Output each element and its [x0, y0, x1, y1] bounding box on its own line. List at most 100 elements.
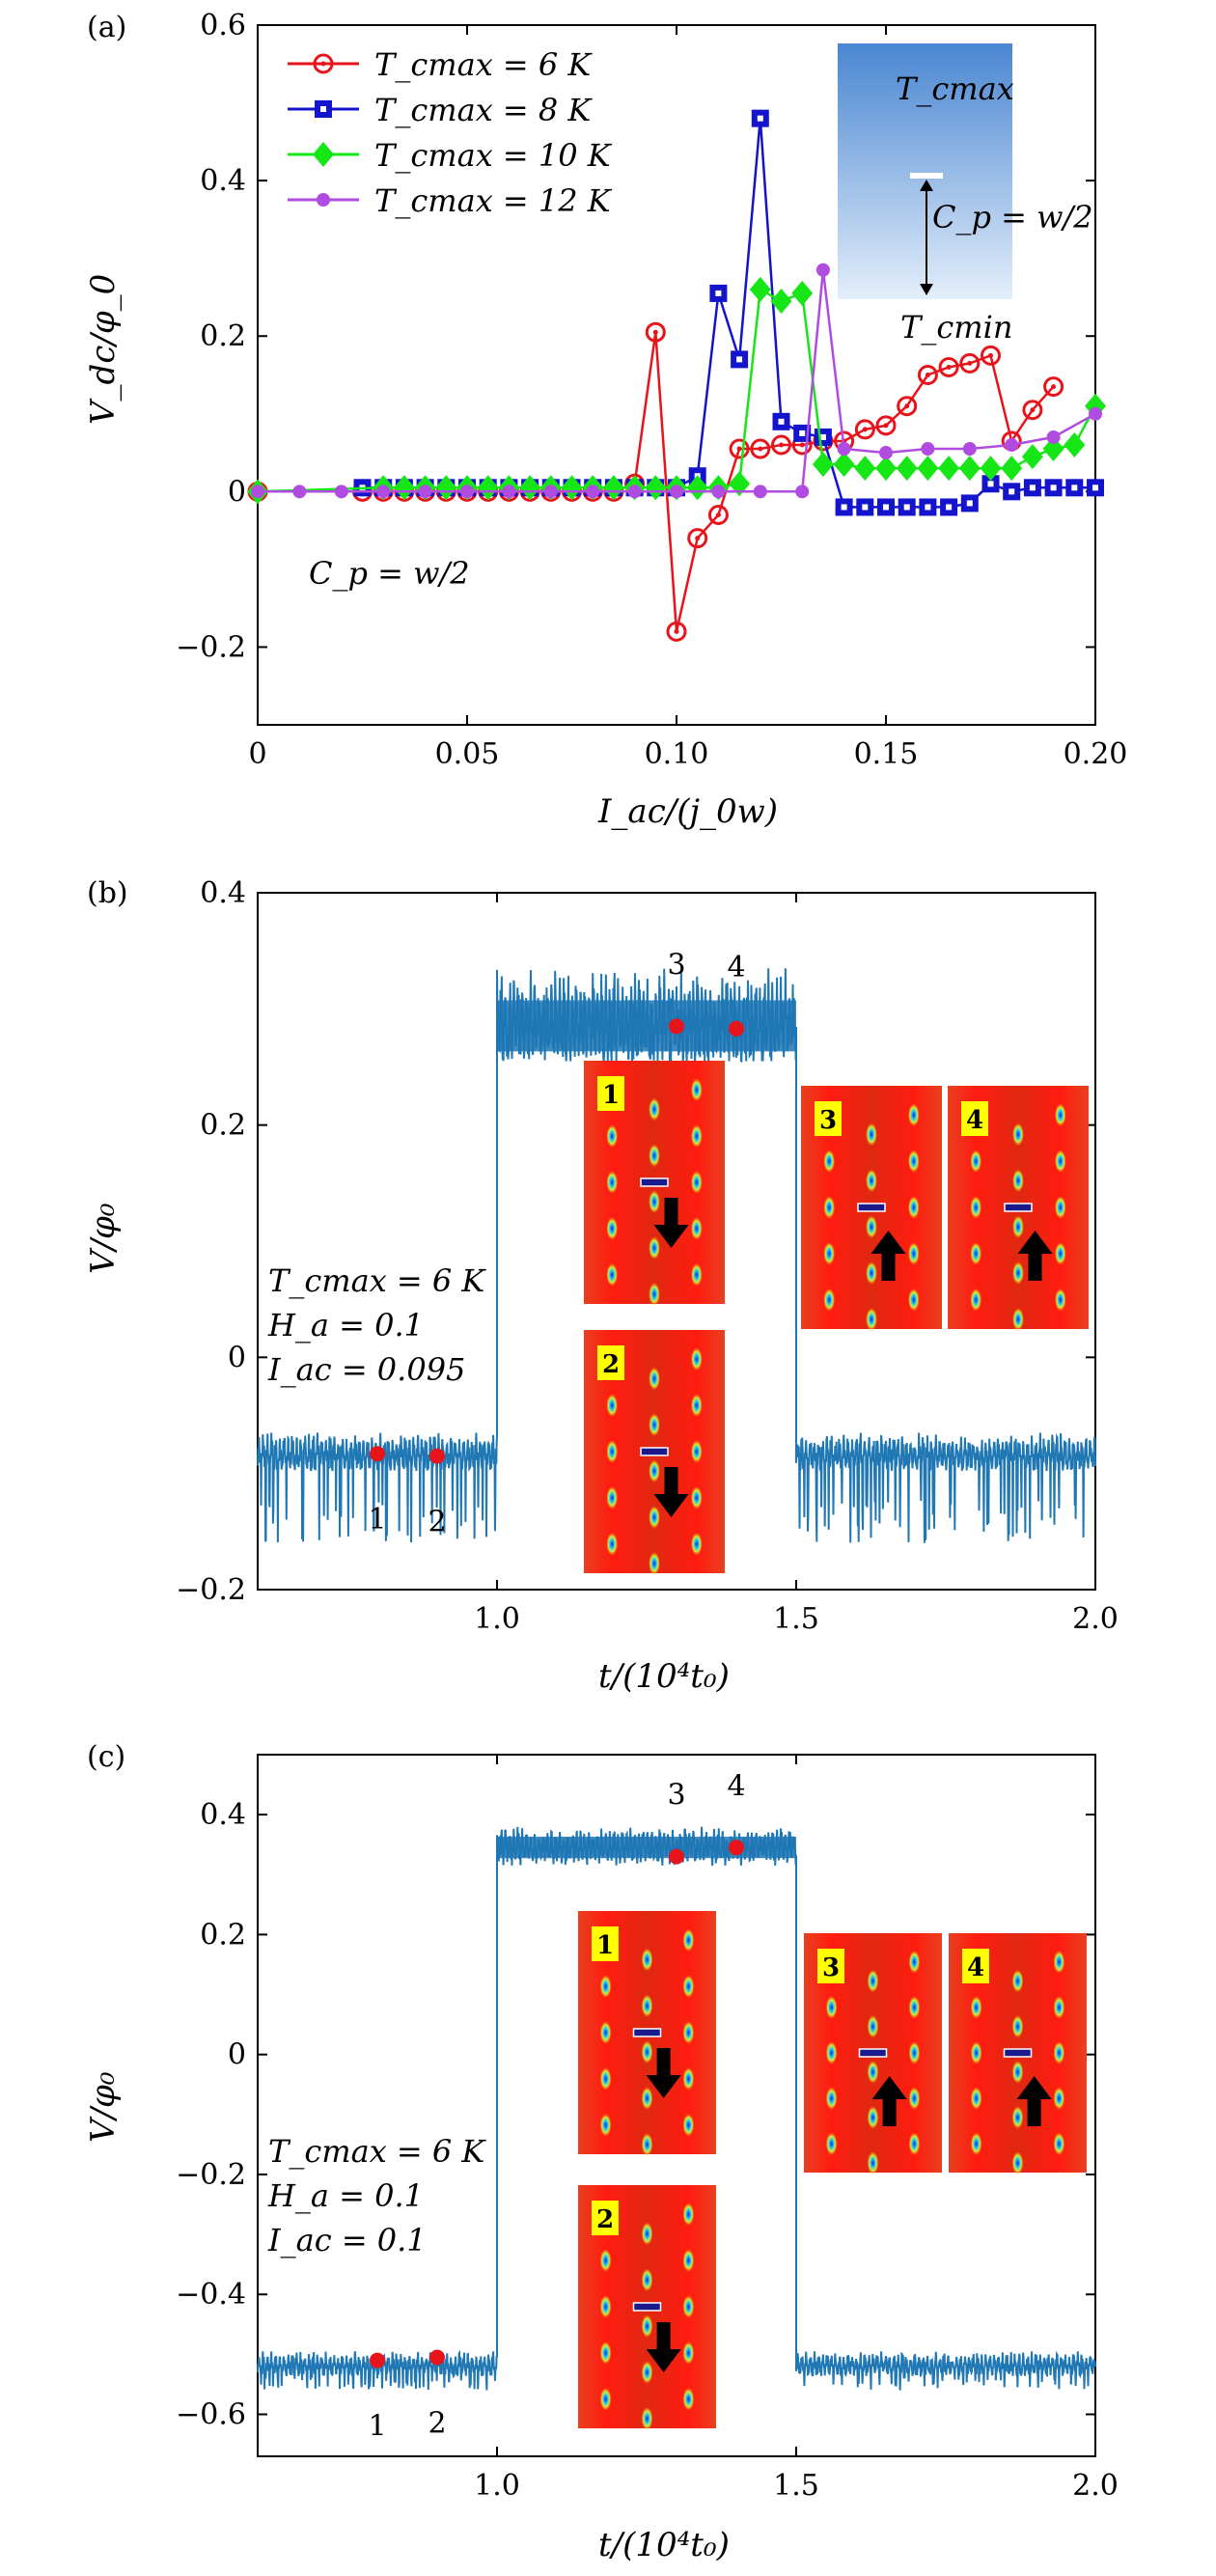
- annotation-line: I_ac = 0.1: [267, 2222, 427, 2258]
- data-point: [981, 345, 1001, 366]
- vortex: [599, 1975, 612, 1999]
- data-point-dot: [862, 504, 869, 511]
- vortex: [599, 2341, 612, 2365]
- marked-point: [669, 1018, 684, 1035]
- vortex: [682, 2249, 695, 2273]
- vortex: [641, 2314, 653, 2339]
- data-point-dot: [799, 429, 806, 436]
- x-tick-label: 1.0: [474, 2469, 520, 2503]
- vortex: [907, 1241, 920, 1265]
- inset-number-box: [961, 1101, 988, 1136]
- annotation-cp: C_p = w/2: [309, 555, 470, 592]
- data-point-dot: [946, 504, 953, 511]
- y-axis-label-c: V/φ₀: [84, 2071, 123, 2143]
- y-tick-label: 0: [228, 2038, 246, 2072]
- y-tick-label: 0: [228, 1341, 246, 1374]
- arrow-up-icon: [1017, 1231, 1053, 1281]
- vortex: [825, 1995, 838, 2019]
- inset-number-box: [962, 1949, 989, 1983]
- data-point: [795, 485, 810, 499]
- data-point-dot: [1071, 485, 1078, 491]
- data-point-dot: [966, 500, 973, 507]
- vortex: [907, 1150, 920, 1174]
- data-point: [435, 475, 457, 501]
- axis-ticks-a: 0 0.05 0.10 0.15 0.20 −0.2 0 0.2 0.4 0.6: [176, 9, 1127, 771]
- vortex: [970, 2087, 982, 2111]
- vortex: [599, 2021, 612, 2044]
- inset-number-box: [597, 1076, 624, 1111]
- vortex: [1011, 2060, 1024, 2084]
- vortex: [908, 1950, 921, 1974]
- inset-top-label: T_cmax: [896, 70, 1014, 107]
- arrow-down-icon: [653, 1467, 689, 1517]
- data-point: [1005, 438, 1019, 452]
- data-point-dot: [1029, 485, 1036, 491]
- inset-gradient: T_cmax C_p = w/2 T_cmin: [838, 43, 1093, 346]
- panel-a-tag: (a): [87, 11, 126, 44]
- inset-marker-label: C_p = w/2: [932, 199, 1093, 235]
- hole-marker: [632, 2028, 662, 2037]
- data-point-dot: [903, 504, 910, 511]
- legend-item: T_cmax = 8 K: [288, 92, 593, 128]
- data-point: [334, 485, 348, 499]
- vortex: [649, 1144, 660, 1168]
- vortex: [606, 1485, 619, 1510]
- data-point: [376, 485, 391, 499]
- inset-number-box: [815, 1101, 842, 1136]
- snapshot-inset-2: 2: [584, 1330, 725, 1575]
- vortex: [908, 2041, 921, 2064]
- data-point: [980, 456, 1002, 482]
- vortex: [1012, 1261, 1024, 1286]
- data-point: [645, 475, 667, 501]
- marked-point-label: 1: [368, 2410, 386, 2444]
- signal-band: [497, 1000, 796, 1052]
- data-point-dot: [715, 512, 721, 517]
- series-2: [247, 276, 1106, 505]
- data-point-dot: [715, 290, 722, 296]
- x-tick-label: 0: [248, 737, 266, 771]
- data-point-dot: [841, 504, 847, 511]
- data-point-dot: [757, 115, 763, 122]
- data-point: [1022, 400, 1043, 421]
- vortex: [1053, 2132, 1065, 2156]
- vortex: [866, 1122, 877, 1147]
- plot-frame-c: [257, 1754, 1096, 2457]
- vortex: [682, 1928, 695, 1953]
- arrow-down-icon: [653, 1198, 689, 1248]
- data-point-dot: [674, 628, 679, 634]
- data-point: [1001, 456, 1023, 482]
- data-point-dot: [1051, 384, 1057, 390]
- arrow-down-icon: [646, 2048, 681, 2098]
- data-point-dot: [967, 360, 973, 366]
- marked-point-label: 4: [727, 951, 745, 984]
- vortex: [641, 1948, 653, 1972]
- vortex: [649, 1097, 660, 1122]
- data-point: [1089, 406, 1102, 421]
- data-point: [812, 452, 834, 478]
- data-point-dot: [778, 418, 785, 425]
- data-point: [313, 142, 334, 167]
- vortex: [908, 2087, 921, 2111]
- hole-marker: [857, 1203, 886, 1212]
- inset-number-box: [597, 1345, 624, 1380]
- vortex: [690, 1216, 703, 1240]
- marked-point-label: 2: [428, 2406, 446, 2440]
- vortex: [606, 1124, 619, 1149]
- marked-point: [370, 2352, 385, 2368]
- data-point: [670, 485, 683, 499]
- marked-point-label: 1: [368, 1503, 386, 1537]
- data-point: [938, 356, 959, 377]
- axis-ticks-b: 1.0 1.5 2.0 −0.2 0 0.2 0.4: [176, 876, 1119, 1636]
- data-point: [729, 438, 750, 459]
- data-point: [645, 321, 666, 343]
- y-tick-label: −0.6: [176, 2398, 246, 2432]
- data-point-dot: [1030, 407, 1036, 413]
- snapshot-insets-c: 1 2 3 4: [578, 1911, 1087, 2430]
- data-point: [897, 396, 918, 417]
- x-tick-label: 0.15: [854, 737, 919, 771]
- vortex: [1054, 1241, 1066, 1265]
- data-point: [837, 442, 851, 457]
- panel-a: (a) 0 0.05 0.10 0.15 0.20 −0.2 0 0.2 0.4 0.6 T_cm…: [84, 9, 1127, 831]
- inset-number: 2: [602, 1350, 620, 1379]
- vortex: [641, 2132, 653, 2156]
